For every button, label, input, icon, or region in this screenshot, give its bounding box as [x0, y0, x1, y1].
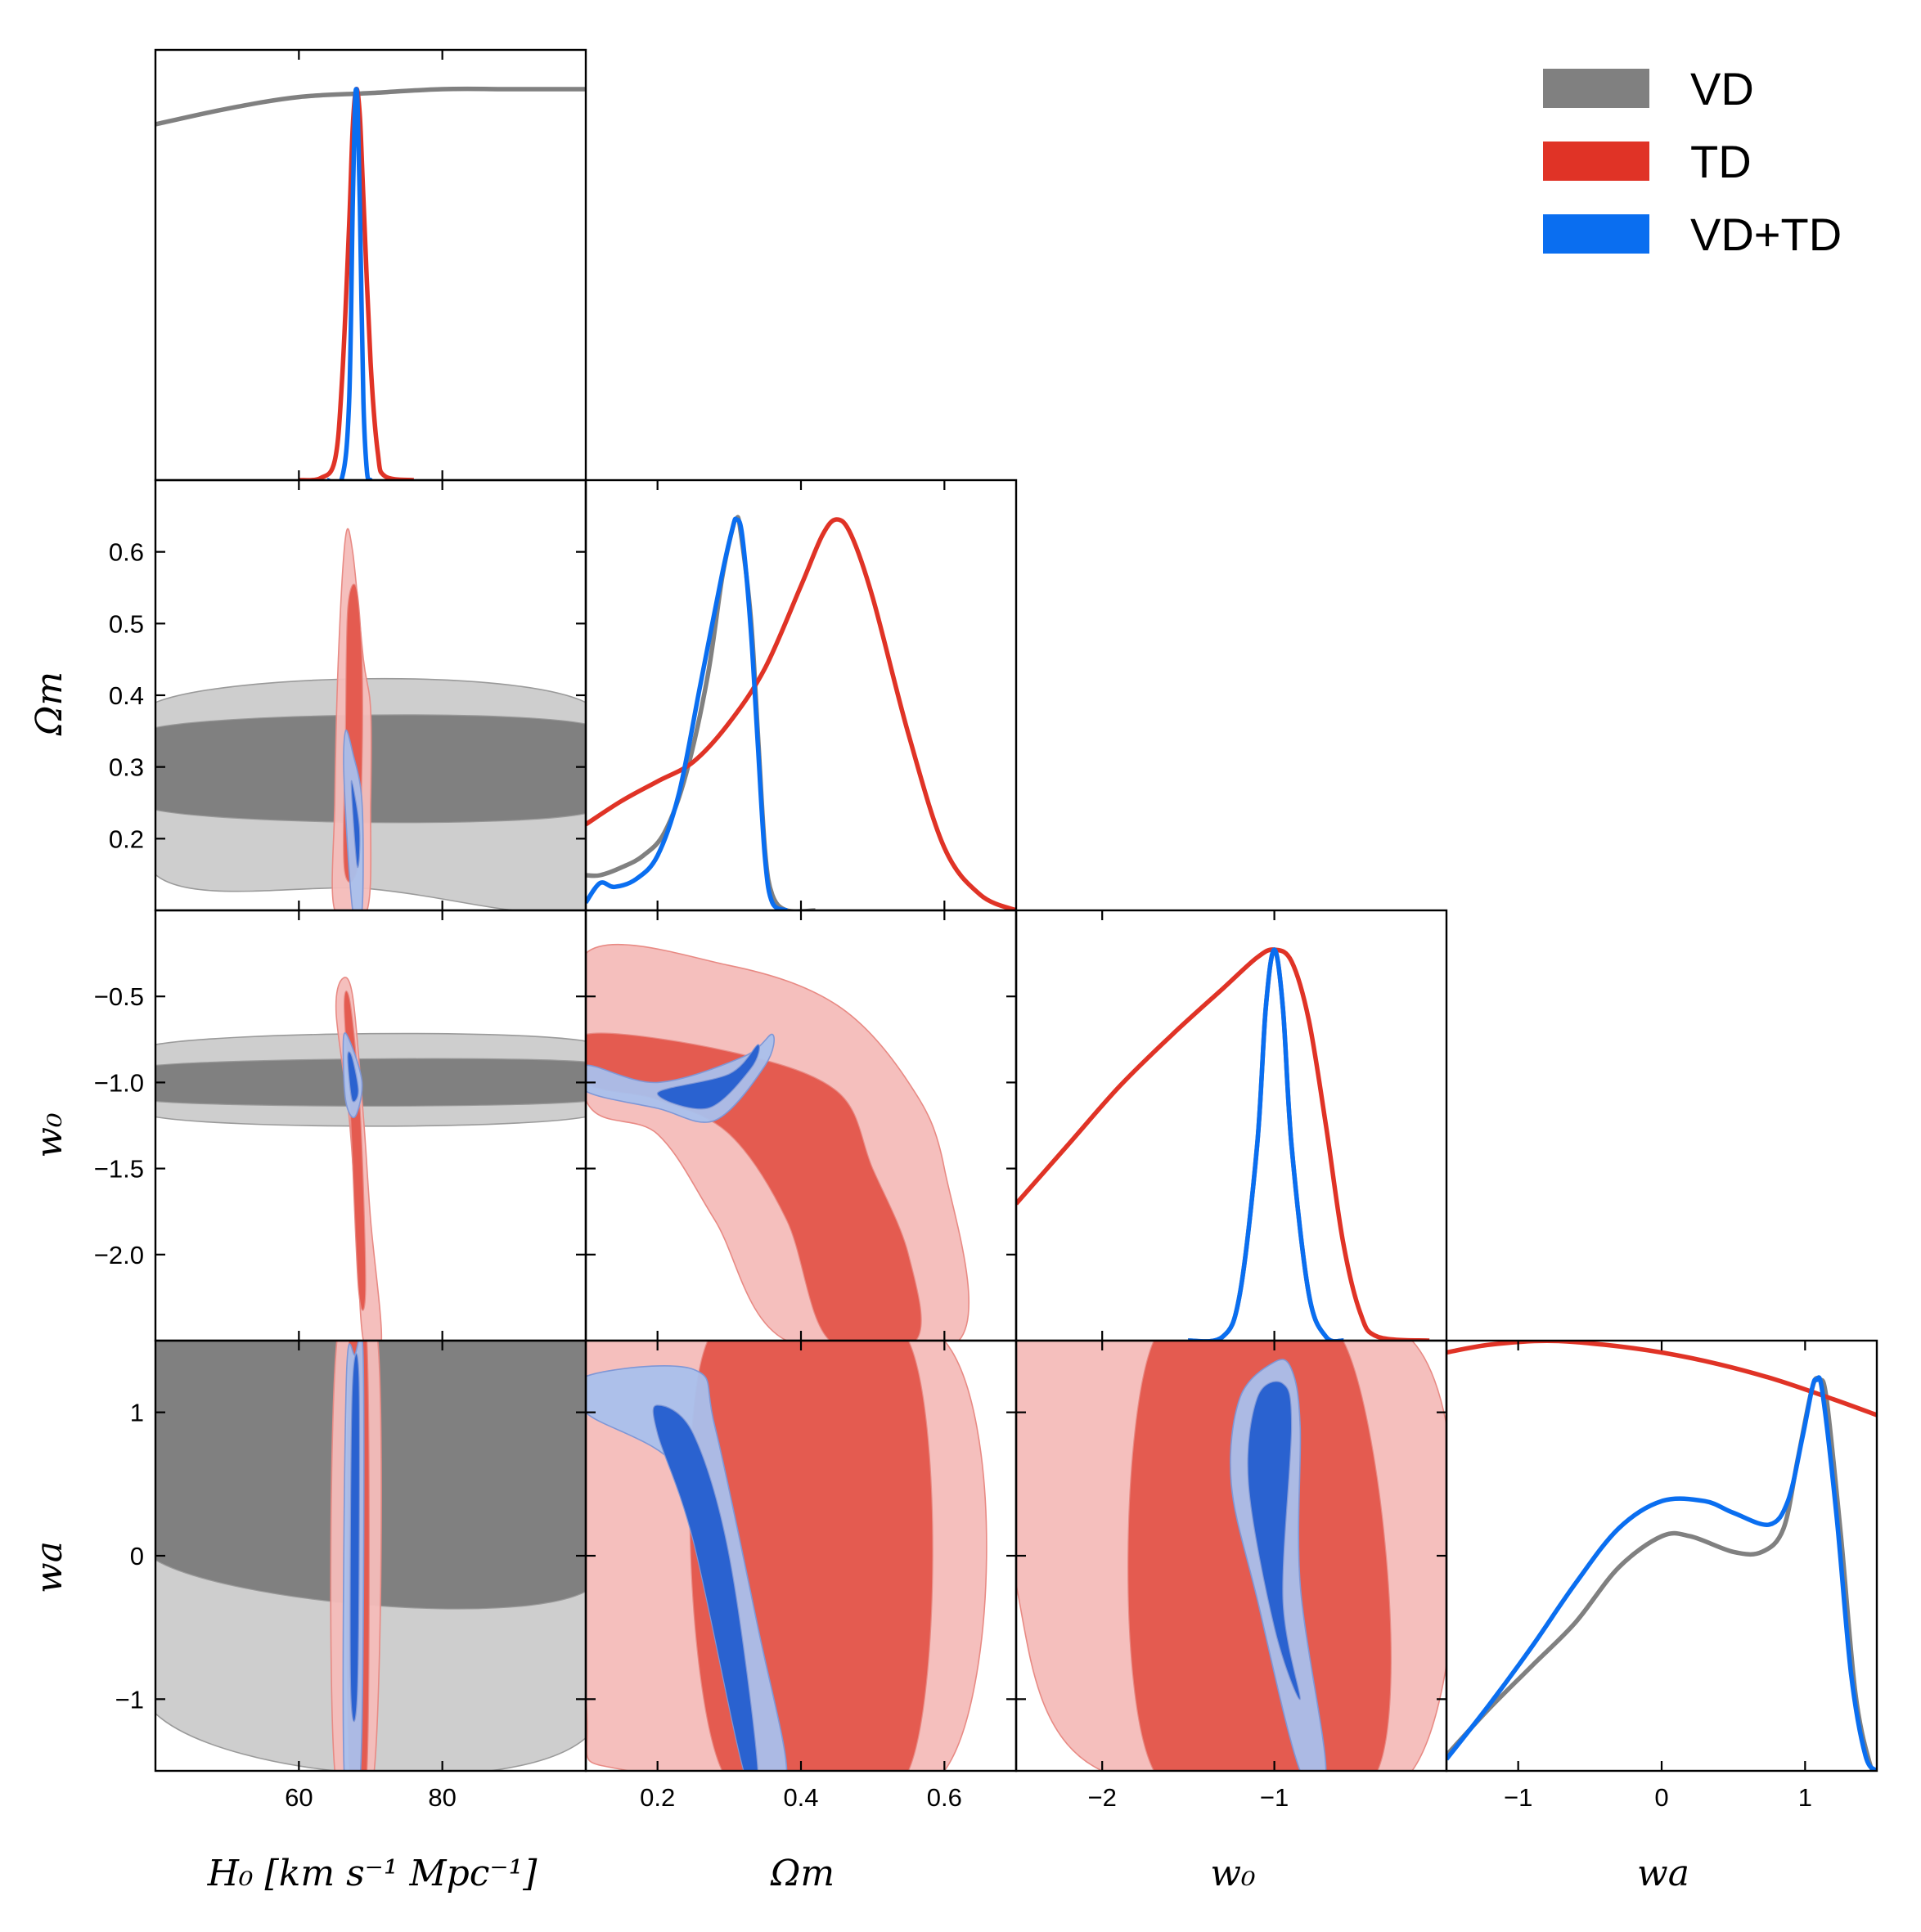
- x-axis-label-h0: H₀ [km s⁻¹ Mpc⁻¹]: [207, 1853, 538, 1894]
- panel-frame: [1014, 909, 1448, 1342]
- x-axis-label-om: Ωm: [770, 1853, 835, 1894]
- y-axis-label-w0: w₀: [29, 1112, 70, 1158]
- panel-Om-vs-H0: [155, 528, 586, 910]
- y-tick-label: 0.6: [109, 538, 144, 567]
- panels-layer: 0.2 0.3 0.4 0.5 0.6 −0.5 −1.0 −1.5 −2.0 60 80 −1 0 1 0…: [94, 48, 1878, 1812]
- legend-swatch-td: [1543, 142, 1649, 181]
- marginal-wa: [1446, 1341, 1877, 1771]
- y-tick-label: −2.0: [94, 1241, 144, 1269]
- contour-95-vdtd: [586, 1033, 775, 1123]
- marginal-line-vdtd: [586, 516, 788, 910]
- legend-label-vd: VD: [1690, 63, 1754, 115]
- y-tick-label: −0.5: [94, 982, 144, 1011]
- y-tick-label: 0.3: [109, 753, 144, 782]
- panel-wa-vs-Om: [586, 1341, 987, 1771]
- y-tick-label: −1.5: [94, 1155, 144, 1184]
- y-tick-label: 0: [130, 1542, 144, 1570]
- contour-68-vdtd: [349, 1353, 361, 1723]
- x-tick-label: −1: [1504, 1783, 1532, 1812]
- marginal-line-vdtd: [1446, 1375, 1877, 1771]
- legend-swatch-vdtd: [1543, 214, 1649, 254]
- panel-w0-vs-Om: [586, 943, 969, 1341]
- x-tick-label: −2: [1088, 1783, 1117, 1812]
- x-axis-label-wa: wa: [1637, 1853, 1689, 1894]
- contour-68-vdtd: [652, 1404, 759, 1771]
- x-axis-label-w0: w₀: [1210, 1853, 1256, 1894]
- panel-wa-vs-w0: [1016, 1341, 1446, 1771]
- legend-label-vdtd: VD+TD: [1690, 209, 1842, 260]
- marginal-line-td: [299, 87, 414, 480]
- contour-68-vdtd: [350, 780, 361, 869]
- x-tick-label: 0: [1654, 1783, 1668, 1812]
- marginal-line-vdtd: [1188, 947, 1344, 1341]
- panel-frame: [584, 479, 1018, 912]
- contour-68-vdtd: [657, 1044, 760, 1110]
- panel-frame: [154, 48, 587, 482]
- contour-68-vd: [155, 1058, 586, 1107]
- panel-frame: [1445, 1339, 1878, 1772]
- contour-68-vdtd: [347, 1051, 359, 1103]
- x-tick-label: 0.2: [640, 1783, 675, 1812]
- marginal-Om: [586, 514, 1016, 910]
- marginal-H0: [155, 86, 586, 480]
- x-tick-label: −1: [1260, 1783, 1289, 1812]
- marginal-line-vd: [155, 86, 586, 127]
- y-tick-label: 0.5: [109, 609, 144, 638]
- marginal-line-td: [1016, 947, 1430, 1341]
- legend-label-td: TD: [1690, 136, 1752, 187]
- panel-w0-vs-H0: [155, 977, 586, 1341]
- y-tick-label: −1.0: [94, 1068, 144, 1097]
- legend-swatch-vd: [1543, 69, 1649, 108]
- marginal-w0: [1016, 947, 1430, 1341]
- x-tick-label: 1: [1798, 1783, 1812, 1812]
- marginal-line-vd: [586, 514, 816, 910]
- marginal-line-vd: [1446, 1376, 1877, 1771]
- x-tick-label: 60: [285, 1783, 313, 1812]
- y-axis-label-om: Ωm: [29, 672, 70, 736]
- x-tick-label: 80: [428, 1783, 456, 1812]
- y-tick-label: −1: [115, 1685, 144, 1714]
- contour-68-vdtd: [1247, 1381, 1301, 1701]
- legend: VD TD VD+TD: [1543, 63, 1842, 260]
- panel-wa-vs-H0: [155, 1341, 586, 1771]
- y-tick-label: 1: [130, 1399, 144, 1427]
- axis-labels: H₀ [km s⁻¹ Mpc⁻¹] Ωm w₀ wa Ωm w₀ wa: [29, 672, 1689, 1894]
- marginal-line-vdtd: [327, 87, 373, 480]
- y-tick-label: 0.4: [109, 681, 144, 710]
- x-tick-label: 0.6: [927, 1783, 962, 1812]
- y-axis-label-wa: wa: [29, 1541, 70, 1593]
- x-tick-label: 0.4: [783, 1783, 818, 1812]
- marginal-line-td: [1446, 1341, 1877, 1418]
- y-tick-label: 0.2: [109, 824, 144, 853]
